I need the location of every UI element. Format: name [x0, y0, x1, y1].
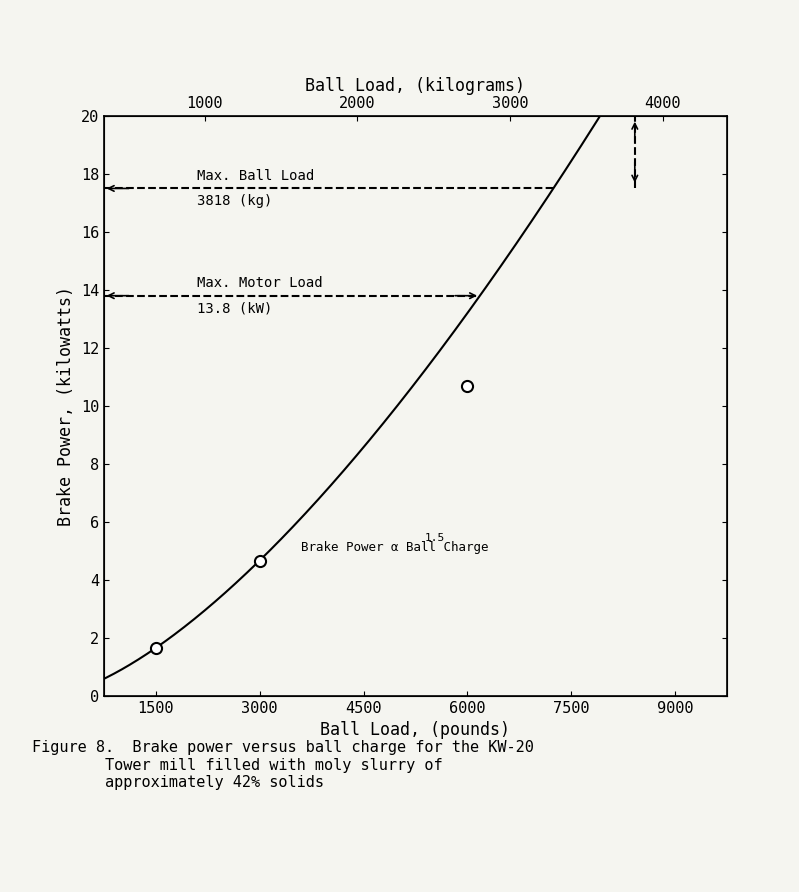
X-axis label: Ball Load, (kilograms): Ball Load, (kilograms) — [305, 77, 526, 95]
Text: Figure 8.  Brake power versus ball charge for the KW-20
        Tower mill fille: Figure 8. Brake power versus ball charge… — [32, 740, 534, 790]
Text: 3818 (kg): 3818 (kg) — [197, 194, 272, 208]
Text: 13.8 (kW): 13.8 (kW) — [197, 301, 272, 316]
Text: Max. Ball Load: Max. Ball Load — [197, 169, 315, 183]
Text: 1.5: 1.5 — [424, 533, 445, 542]
X-axis label: Ball Load, (pounds): Ball Load, (pounds) — [320, 721, 511, 739]
Text: Brake Power α Ball Charge: Brake Power α Ball Charge — [301, 541, 489, 554]
Text: Max. Motor Load: Max. Motor Load — [197, 276, 323, 290]
Y-axis label: Brake Power, (kilowatts): Brake Power, (kilowatts) — [58, 285, 75, 526]
